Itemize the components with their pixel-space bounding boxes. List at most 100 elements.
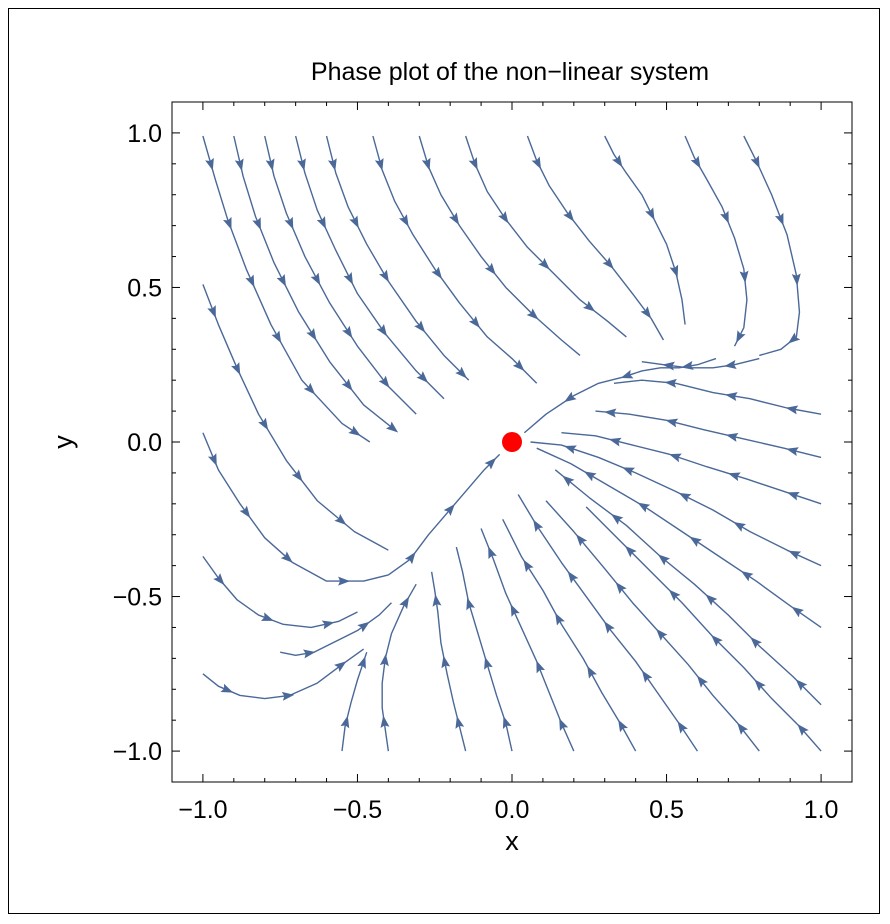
stream-arrow [498, 210, 509, 224]
stream-arrow [207, 453, 217, 466]
stream-arrow [788, 550, 802, 560]
streamline [464, 135, 627, 338]
stream-arrow [533, 519, 544, 533]
stream-arrow [378, 375, 390, 388]
x-tick-label: 0.0 [495, 796, 530, 824]
stream-arrow [786, 491, 800, 501]
stream-arrow [349, 215, 359, 229]
stream-arrow [559, 718, 569, 731]
stream-arrow [252, 217, 261, 231]
streamline [743, 135, 801, 357]
stream-arrow [750, 155, 760, 169]
stream-arrow [662, 361, 675, 371]
stream-arrow [220, 683, 234, 693]
stream-arrow [797, 723, 809, 736]
streamline [502, 518, 637, 752]
stream-arrow [280, 551, 293, 563]
stream-arrow [340, 715, 350, 729]
stream-arrow [316, 216, 326, 229]
stream-arrow [754, 679, 766, 692]
x-tick-label: −1.0 [178, 796, 227, 824]
stream-arrow [640, 306, 652, 319]
streamline [595, 410, 822, 459]
stream-arrow [564, 445, 577, 455]
streamline [418, 135, 581, 356]
stream-arrow [526, 308, 539, 320]
stream-arrow [449, 212, 460, 225]
stream-arrow [484, 262, 496, 275]
stream-arrow [223, 216, 232, 230]
streamline [202, 648, 365, 700]
stream-arrow [380, 715, 390, 728]
stream-arrow [664, 378, 677, 388]
stream-arrow [720, 210, 729, 224]
stream-arrow [696, 675, 708, 688]
streamline [294, 135, 445, 400]
stream-arrow [379, 269, 389, 283]
stream-arrow [310, 272, 321, 286]
streamline [280, 602, 392, 656]
stream-arrow [582, 300, 596, 312]
stream-arrow [303, 649, 316, 659]
figure-frame [8, 8, 880, 914]
stream-arrow [502, 716, 512, 729]
stream-arrow [791, 606, 805, 618]
stream-arrow [234, 158, 244, 172]
stream-arrow [690, 155, 701, 169]
stream-arrow [303, 382, 316, 395]
stream-arrow [587, 665, 597, 679]
streamline [264, 135, 417, 415]
stream-arrow [231, 362, 241, 375]
stream-arrow [261, 612, 274, 621]
stream-arrow [484, 457, 497, 470]
streamline [325, 135, 470, 381]
stream-arrow [750, 637, 762, 649]
stream-arrow [711, 634, 723, 647]
stream-arrow [265, 158, 275, 172]
stream-arrow [414, 320, 426, 333]
stream-arrow [604, 621, 615, 634]
streamline [202, 135, 371, 443]
y-tick-label: 0.0 [127, 429, 162, 457]
x-tick-label: 0.5 [649, 796, 684, 824]
stream-arrow [258, 417, 269, 431]
stream-arrow [665, 418, 679, 428]
stream-arrow [416, 371, 429, 383]
stream-arrow [343, 271, 353, 285]
stream-arrow [677, 721, 688, 734]
stream-arrow [536, 660, 545, 674]
stream-arrow [284, 216, 294, 230]
stream-arrow [555, 612, 565, 626]
stream-arrow [645, 207, 655, 221]
stream-arrow [669, 264, 679, 278]
x-tick-label: 1.0 [804, 796, 839, 824]
stream-arrow [576, 534, 588, 547]
stream-arrow [341, 378, 353, 391]
stream-arrow [618, 719, 628, 733]
equilibrium-point [502, 432, 522, 452]
stream-arrow [245, 274, 255, 288]
y-tick-label: 1.0 [127, 120, 162, 148]
x-axis-ticks: −1.0 −0.5 0.0 0.5 1.0 [171, 102, 853, 824]
stream-arrow [612, 154, 623, 168]
stream-arrow [567, 571, 579, 584]
stream-arrow [468, 315, 480, 328]
stream-arrow [625, 545, 637, 558]
stream-arrow [421, 157, 431, 171]
streamline [604, 135, 686, 325]
stream-arrow [348, 425, 361, 436]
stream-arrow [641, 670, 653, 683]
stream-arrow [306, 328, 317, 341]
stream-arrow [637, 502, 651, 513]
stream-arrows [205, 154, 809, 736]
streamline [585, 506, 822, 752]
streamline [526, 135, 665, 341]
stream-arrow [385, 421, 399, 433]
stream-arrow [563, 209, 575, 222]
stream-arrow [725, 392, 738, 401]
stream-arrow [207, 305, 216, 318]
streamline [341, 651, 368, 752]
stream-arrow [328, 158, 337, 171]
y-tick-label: −0.5 [113, 584, 162, 612]
stream-arrow [374, 157, 384, 171]
